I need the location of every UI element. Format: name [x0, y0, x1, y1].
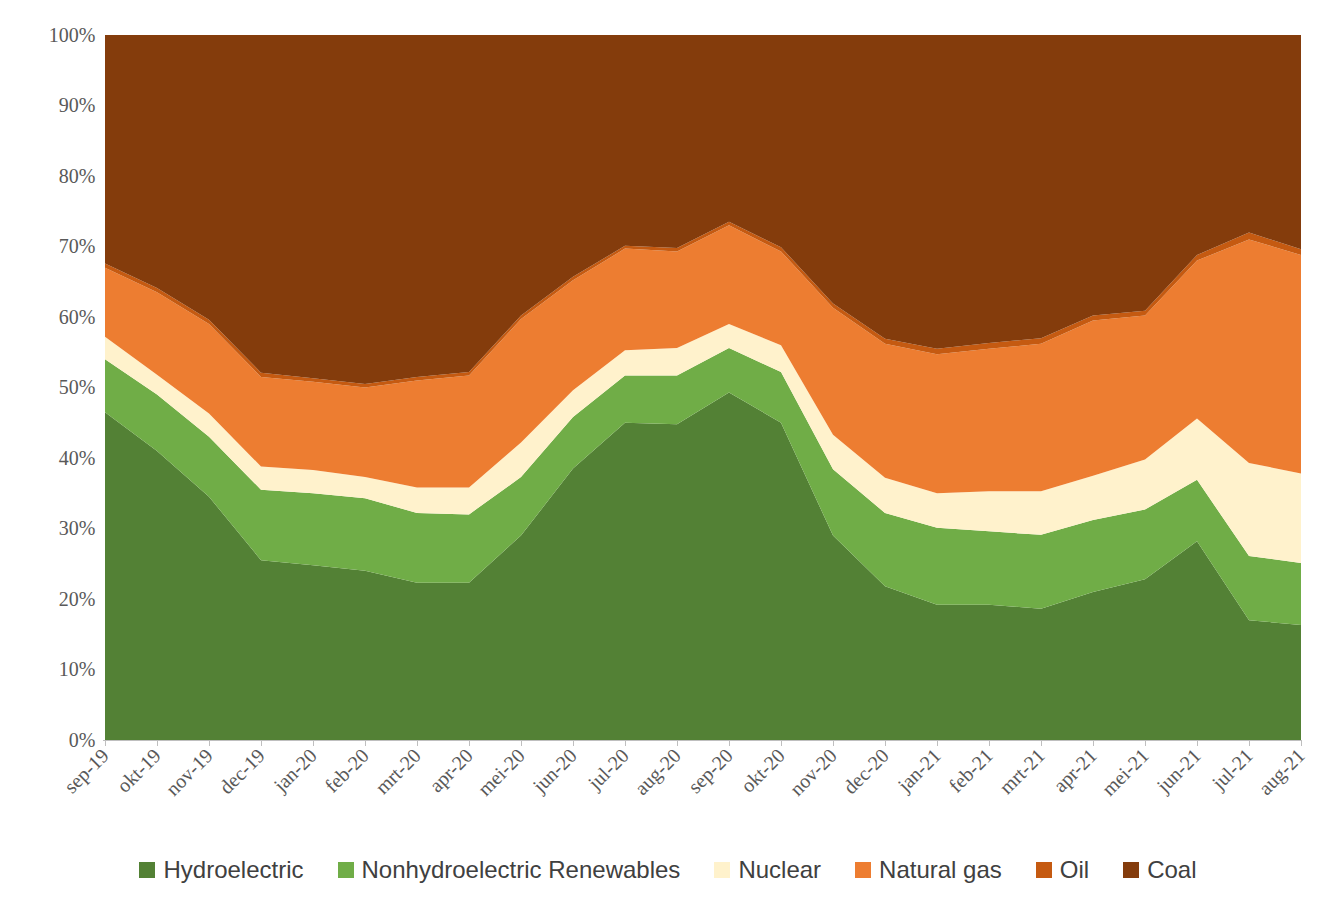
- svg-text:jan-21: jan-21: [892, 744, 945, 797]
- svg-text:90%: 90%: [59, 94, 96, 116]
- html-text:Hydroelectric: Hydroelectric: [163, 856, 304, 883]
- svg-text:dec-19: dec-19: [215, 744, 269, 798]
- svg-text:jun-20: jun-20: [528, 744, 582, 798]
- svg-text:nov-20: nov-20: [785, 744, 841, 800]
- svg-text:mei-21: mei-21: [1097, 744, 1153, 800]
- svg-text:aug-21: aug-21: [1254, 744, 1310, 800]
- svg-text:0%: 0%: [69, 729, 96, 751]
- html-text:Natural gas: Natural gas: [879, 856, 1002, 883]
- svg-text:mei-20: mei-20: [473, 744, 529, 800]
- svg-text:mrt-20: mrt-20: [371, 744, 425, 798]
- html-text:Oil: Oil: [1059, 856, 1090, 883]
- svg-text:nov-19: nov-19: [161, 744, 217, 800]
- html-text:Nonhydroelectric Renewables: Nonhydroelectric Renewables: [361, 856, 681, 883]
- svg-text:70%: 70%: [59, 235, 96, 257]
- svg-text:jun-21: jun-21: [1152, 744, 1206, 798]
- svg-text:aug-20: aug-20: [630, 744, 686, 800]
- svg-text:jul-20: jul-20: [583, 744, 634, 795]
- svg-text:okt-19: okt-19: [112, 744, 164, 796]
- svg-text:dec-20: dec-20: [839, 744, 893, 798]
- svg-text:feb-20: feb-20: [320, 744, 372, 796]
- svg-text:100%: 100%: [49, 24, 96, 46]
- svg-text:jan-20: jan-20: [268, 744, 321, 797]
- svg-text:20%: 20%: [59, 588, 96, 610]
- svg-text:feb-21: feb-21: [944, 744, 996, 796]
- svg-text:apr-21: apr-21: [1049, 744, 1102, 797]
- svg-text:okt-20: okt-20: [736, 744, 788, 796]
- svg-text:40%: 40%: [59, 447, 96, 469]
- svg-text:80%: 80%: [59, 165, 96, 187]
- html-text:Nuclear: Nuclear: [738, 856, 822, 883]
- svg-text:jul-21: jul-21: [1207, 744, 1258, 795]
- svg-text:10%: 10%: [59, 658, 96, 680]
- svg-text:sep-20: sep-20: [684, 744, 738, 798]
- svg-text:50%: 50%: [59, 376, 96, 398]
- svg-text:apr-20: apr-20: [425, 744, 478, 797]
- svg-text:60%: 60%: [59, 306, 96, 328]
- svg-text:sep-19: sep-19: [60, 744, 114, 798]
- svg-text:mrt-21: mrt-21: [995, 744, 1049, 798]
- svg-text:30%: 30%: [59, 517, 96, 539]
- html-text:Coal: Coal: [1147, 856, 1197, 883]
